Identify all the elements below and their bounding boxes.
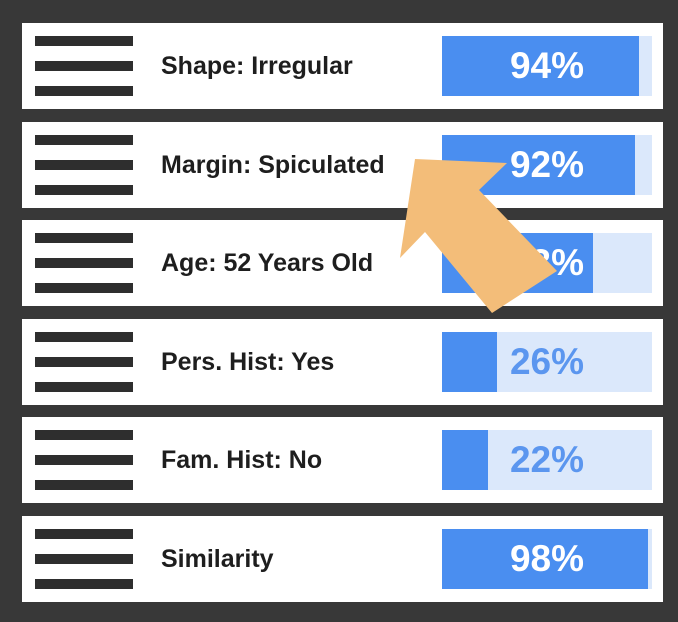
drag-handle-icon[interactable] <box>35 36 133 96</box>
confidence-meter: 92% <box>442 135 652 195</box>
list-item-similarity[interactable]: Similarity 98% <box>22 516 663 602</box>
drag-handle-icon[interactable] <box>35 332 133 392</box>
item-label: Age: 52 Years Old <box>161 249 374 277</box>
meter-fill <box>442 332 497 392</box>
item-label: Margin: Spiculated <box>161 151 385 179</box>
confidence-meter: 22% <box>442 430 652 490</box>
item-label: Shape: Irregular <box>161 52 353 80</box>
drag-handle-icon[interactable] <box>35 430 133 490</box>
list-item-family-history[interactable]: Fam. Hist: No 22% <box>22 417 663 503</box>
meter-percent: 73% <box>509 242 585 283</box>
confidence-meter: 73% <box>442 233 652 293</box>
meter-fill <box>442 529 648 589</box>
meter-fill <box>442 430 489 490</box>
meter-percent: 94% <box>509 45 585 86</box>
confidence-meter: 94% <box>442 36 652 96</box>
drag-handle-icon[interactable] <box>35 233 133 293</box>
list-item-personal-history[interactable]: Pers. Hist: Yes 26% <box>22 319 663 405</box>
item-label: Similarity <box>161 545 274 573</box>
meter-percent: 26% <box>509 341 585 382</box>
confidence-meter: 26% <box>442 332 652 392</box>
list-item-shape[interactable]: Shape: Irregular 94% <box>22 23 663 109</box>
drag-handle-icon[interactable] <box>35 135 133 195</box>
drag-handle-icon[interactable] <box>35 529 133 589</box>
item-label: Pers. Hist: Yes <box>161 348 335 376</box>
list-item-age[interactable]: Age: 52 Years Old 73% <box>22 220 663 306</box>
list-item-margin[interactable]: Margin: Spiculated 92% <box>22 122 663 208</box>
meter-percent: 92% <box>509 144 585 185</box>
meter-percent: 98% <box>509 538 585 579</box>
meter-fill <box>442 36 640 96</box>
meter-percent: 22% <box>509 439 585 480</box>
item-label: Fam. Hist: No <box>161 446 323 474</box>
confidence-meter: 98% <box>442 529 652 589</box>
